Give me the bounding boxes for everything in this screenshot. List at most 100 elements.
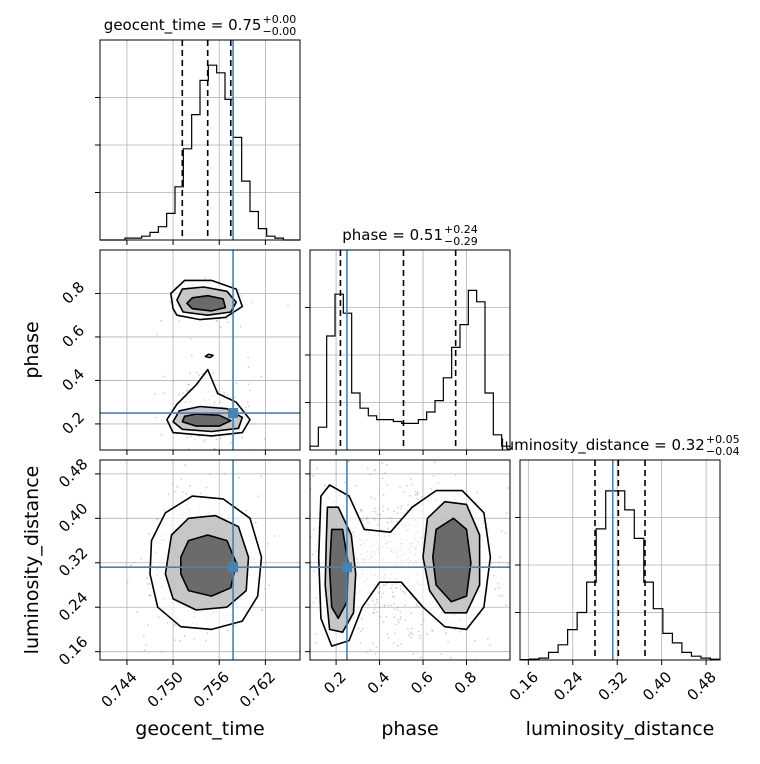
scatter-point — [154, 393, 157, 395]
scatter-point — [476, 437, 478, 439]
histogram-luminosity_distance — [519, 490, 721, 661]
scatter-point — [437, 695, 439, 697]
scatter-point — [174, 639, 177, 641]
scatter-point — [255, 521, 257, 524]
grid-1-1 — [310, 250, 510, 450]
scatter-point — [382, 510, 385, 513]
x-tick-label: 0.24 — [550, 668, 586, 704]
scatter-point — [476, 491, 479, 494]
scatter-point — [387, 604, 390, 607]
scatter-point — [130, 564, 132, 567]
scatter-point — [431, 629, 433, 632]
scatter-point — [403, 592, 406, 594]
truth-marker — [228, 562, 239, 573]
scatter-point — [226, 321, 229, 324]
grid-0-0 — [100, 40, 300, 240]
scatter-point — [312, 457, 314, 459]
y-tick-label: 0.16 — [55, 633, 91, 669]
scatter-point — [378, 591, 381, 593]
scatter-point — [305, 592, 307, 594]
scatter-point — [391, 584, 393, 587]
scatter-point — [328, 440, 330, 442]
scatter-point — [375, 667, 377, 669]
x-tick-label: 0.16 — [506, 668, 542, 704]
panel-geocent_time-luminosity_distance — [100, 432, 300, 660]
scatter-point — [204, 277, 207, 279]
scatter-point — [373, 498, 376, 501]
scatter-point — [361, 519, 364, 522]
scatter-point — [410, 636, 413, 639]
scatter-point — [532, 583, 534, 585]
scatter-point — [227, 454, 229, 456]
scatter-point — [269, 511, 271, 513]
scatter-point — [226, 317, 228, 320]
scatter-point — [365, 518, 368, 521]
scatter-point — [494, 588, 497, 591]
scatter-point — [372, 517, 375, 519]
scatter-point — [267, 547, 269, 549]
scatter-point — [315, 549, 318, 552]
scatter-point — [497, 561, 500, 564]
contour-outer — [204, 353, 214, 359]
scatter-point — [198, 374, 201, 377]
scatter-point — [187, 383, 189, 386]
scatter-point — [392, 595, 394, 598]
scatter-point — [246, 401, 249, 404]
scatter-point — [399, 610, 402, 613]
scatter-point — [418, 637, 421, 639]
scatter-point — [376, 610, 379, 613]
scatter-point — [514, 563, 516, 565]
scatter-point — [360, 630, 362, 633]
scatter-point — [396, 506, 399, 509]
scatter-point — [234, 625, 237, 627]
scatter-point — [390, 521, 393, 523]
scatter-point — [241, 436, 244, 439]
scatter-point — [426, 633, 428, 636]
scatter-point — [412, 652, 415, 655]
scatter-point — [359, 642, 362, 644]
scatter-point — [198, 435, 201, 438]
scatter-point — [117, 432, 119, 434]
scatter-point — [409, 494, 411, 497]
scatter-point — [415, 457, 417, 459]
x-tick-label: 0.6 — [407, 668, 437, 698]
scatter-point — [126, 581, 129, 583]
scatter-point — [223, 391, 226, 394]
scatter-point — [293, 561, 295, 563]
scatter-point — [279, 552, 281, 554]
x-tick-label: 0.8 — [451, 668, 481, 698]
scatter-point — [437, 482, 440, 485]
axes-frame-geocent_time-luminosity_distance — [99, 459, 301, 661]
scatter-point — [430, 488, 433, 490]
scatter-point — [378, 586, 381, 588]
scatter-point — [372, 642, 374, 645]
scatter-point — [393, 595, 395, 598]
scatter-point — [407, 634, 410, 637]
scatter-point — [285, 589, 287, 591]
x-axis-label-phase: phase — [381, 718, 438, 740]
scatter-point — [411, 633, 414, 635]
scatter-point — [372, 612, 375, 614]
scatter-point — [395, 583, 398, 585]
scatter-point — [154, 416, 157, 419]
scatter-point — [391, 591, 394, 594]
scatter-point — [247, 405, 250, 408]
title-sub: −0.29 — [444, 235, 478, 248]
scatter-point — [260, 475, 263, 478]
scatter-point — [149, 594, 152, 597]
scatter-point — [245, 509, 248, 512]
scatter-point — [312, 601, 315, 604]
scatter-point — [407, 628, 409, 630]
scatter-point — [348, 663, 350, 665]
scatter-point — [414, 493, 417, 496]
title-sup: +0.24 — [444, 223, 478, 236]
scatter-point — [486, 638, 489, 641]
scatter-point — [399, 588, 402, 590]
scatter-point — [396, 587, 399, 589]
scatter-point — [382, 592, 385, 595]
y-tick-label: 0.8 — [58, 278, 88, 308]
scatter-point — [284, 487, 286, 489]
scatter-point — [189, 338, 192, 340]
scatter-point — [410, 596, 413, 598]
